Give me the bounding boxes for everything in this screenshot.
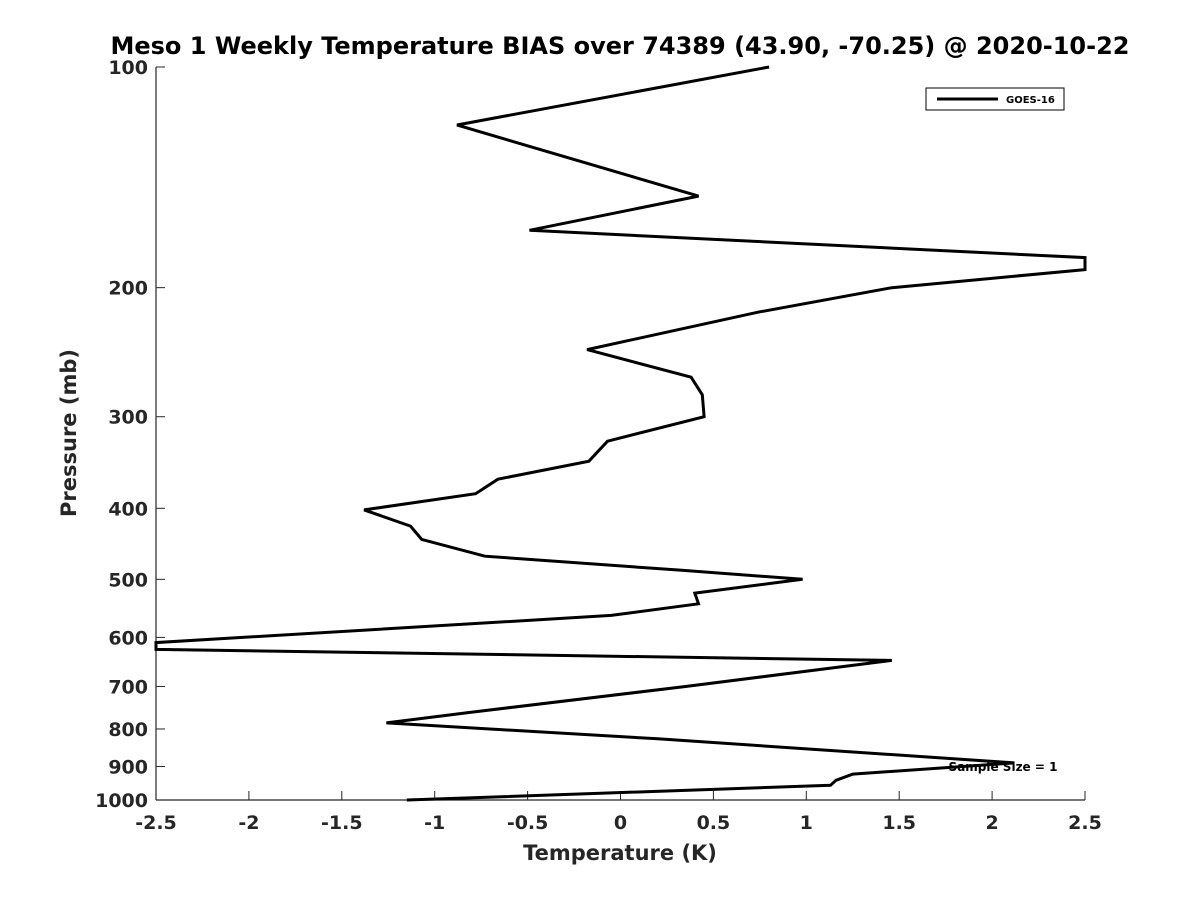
- x-tick-label: 1: [800, 812, 813, 834]
- x-axis-label: Temperature (K): [523, 841, 717, 865]
- x-tick-label: 2: [985, 812, 998, 834]
- y-tick-label: 500: [108, 569, 148, 591]
- x-tick-label: 1.5: [882, 812, 916, 834]
- sample-size-annotation: Sample Size = 1: [949, 760, 1058, 774]
- y-tick-label: 900: [108, 756, 148, 778]
- x-tick-label: -1: [424, 812, 445, 834]
- y-tick-label: 1000: [95, 790, 148, 812]
- legend: GOES-16: [925, 87, 1065, 111]
- x-tick-label: -2: [238, 812, 259, 834]
- legend-label-goes-16: GOES-16: [1006, 95, 1055, 106]
- chart-title: Meso 1 Weekly Temperature BIAS over 7438…: [110, 32, 1129, 60]
- x-tick-label: 0: [614, 812, 627, 834]
- x-tick-label: -0.5: [507, 812, 549, 834]
- x-tick-label: 2.5: [1068, 812, 1102, 834]
- x-tick-label: -2.5: [135, 812, 177, 834]
- y-tick-label: 700: [108, 676, 148, 698]
- y-tick-label: 800: [108, 719, 148, 741]
- x-tick-label: -1.5: [321, 812, 363, 834]
- y-axis-label: Pressure (mb): [57, 349, 81, 517]
- y-tick-label: 400: [108, 498, 148, 520]
- plot-axes: -2.5 -2 -1.5 -1 -0.5 0 0.5 1 1.5 2 2.5 100 200 300 400…: [95, 57, 1102, 834]
- y-tick-label: 200: [108, 278, 148, 300]
- y-tick-label: 600: [108, 627, 148, 649]
- series-line-goes-16: [154, 65, 1087, 802]
- series-layer: [154, 65, 1087, 802]
- x-tick-label: 0.5: [697, 812, 731, 834]
- y-tick-label: 300: [108, 407, 148, 429]
- y-tick-label: 100: [108, 57, 148, 79]
